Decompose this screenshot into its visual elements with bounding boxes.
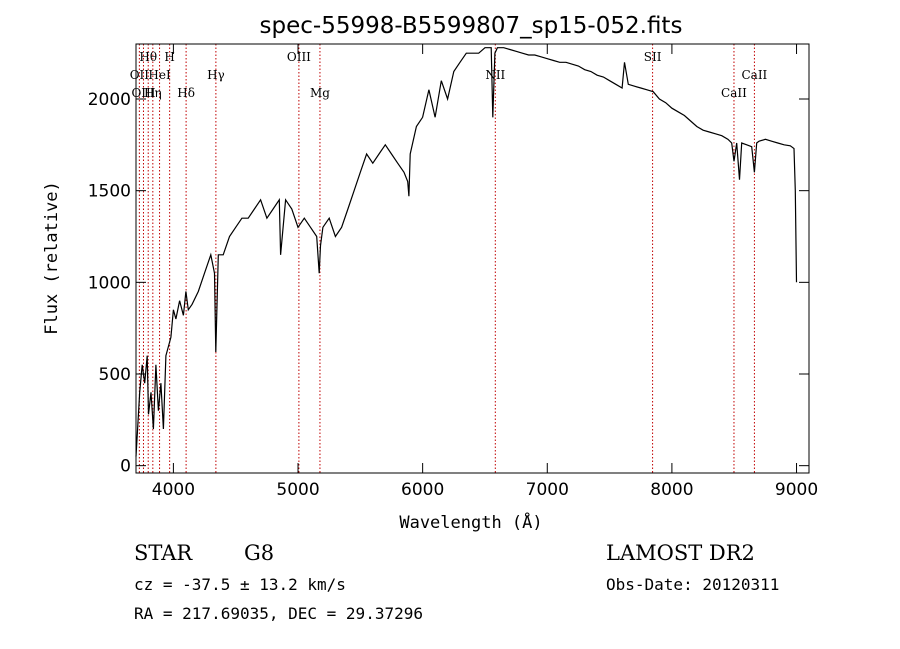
x-tick-label: 6000 — [401, 480, 444, 500]
emission-line-label: Hγ — [207, 68, 225, 82]
object-class: STAR — [134, 541, 193, 565]
x-tick-label: 5000 — [276, 480, 319, 500]
y-axis-label: Flux (relative) — [42, 181, 62, 335]
y-tick-label: 500 — [99, 365, 131, 385]
emission-line-label: SII — [644, 50, 662, 64]
plot-frame — [135, 43, 810, 474]
redshift-text: cz = -37.5 ± 13.2 km/s — [134, 575, 346, 594]
emission-line-markers — [138, 44, 755, 473]
x-axis-label: Wavelength (Å) — [399, 511, 542, 533]
x-axis-ticks: 4000 5000 6000 7000 8000 9000 — [152, 44, 818, 500]
emission-line-label: Hθ — [139, 50, 157, 64]
x-tick-label: 4000 — [152, 480, 195, 500]
y-tick-label: 1500 — [88, 182, 131, 202]
y-tick-label: 0 — [120, 457, 131, 477]
emission-line-label: OII — [130, 68, 150, 82]
emission-line-label: OIII — [131, 86, 155, 100]
emission-line-label: Hδ — [177, 86, 195, 100]
object-subclass: G8 — [244, 541, 274, 565]
survey-name: LAMOST DR2 — [606, 541, 755, 565]
spectrum-line — [135, 47, 798, 457]
emission-line-label: CaII — [721, 86, 747, 100]
x-tick-label: 8000 — [650, 480, 693, 500]
emission-line-label: HeI — [148, 68, 171, 82]
obs-date-text: Obs-Date: 20120311 — [606, 575, 779, 594]
y-tick-label: 2000 — [88, 90, 131, 110]
y-axis-ticks: 0 500 1000 1500 2000 — [88, 90, 809, 477]
x-tick-label: 9000 — [775, 480, 818, 500]
emission-line-label: OIII — [287, 50, 311, 64]
emission-line-label: H — [164, 50, 174, 64]
y-tick-label: 1000 — [88, 273, 131, 293]
emission-line-label: Hη — [144, 86, 162, 100]
x-tick-label: 7000 — [526, 480, 569, 500]
emission-line-label: CaII — [741, 68, 767, 82]
coordinates-text: RA = 217.69035, DEC = 29.37296 — [134, 604, 423, 623]
chart-title: spec-55998-B5599807_sp15-052.fits — [260, 13, 683, 39]
emission-line-label: Mg — [310, 86, 330, 100]
emission-line-label: NII — [485, 68, 505, 82]
